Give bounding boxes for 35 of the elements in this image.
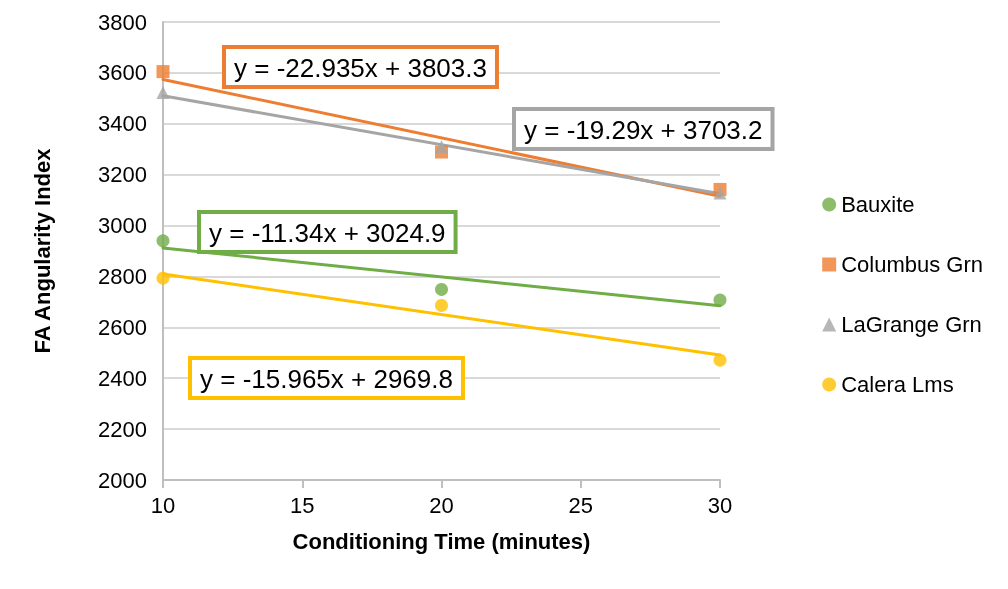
y-tick-label: 3000 [98,213,147,239]
x-tick-label: 10 [150,492,176,518]
legend-label: Calera Lms [841,372,954,397]
legend-label: LaGrange Grn [841,312,982,337]
y-tick-label: 3600 [98,60,147,86]
x-tick-label: 15 [290,492,315,518]
point [156,85,170,99]
y-tick-label: 2200 [98,416,147,442]
y-tick-label: 3400 [98,111,147,137]
legend-label: Columbus Grn [841,252,984,277]
y-tick-label: 2000 [98,467,147,493]
point [156,234,170,248]
point [435,298,448,312]
y-tick-label: 3800 [98,9,147,35]
y-tick-label: 3200 [98,162,147,188]
y-axis-title: FA Angularity Index [29,147,55,354]
annotation: y = -11.34x + 3024.9 [209,218,446,248]
x-axis-title: Conditioning Time (minutes) [292,528,591,554]
x-tick-label: 20 [429,492,454,518]
y-tick-label: 2400 [98,365,147,391]
legend-label: Bauxite [841,192,915,217]
point [713,186,727,200]
annotation: y = -19.29x + 3703.2 [524,115,763,145]
point [713,353,727,367]
point [713,293,727,307]
annotation: y = -22.935x + 3803.3 [234,53,487,83]
point [435,282,448,296]
point [156,65,170,79]
x-tick-label: 30 [707,492,733,518]
x-tick-label: 25 [568,492,593,518]
point [156,271,170,285]
annotation: y = -15.965x + 2969.8 [200,364,453,394]
point [435,140,448,154]
y-tick-label: 2800 [98,263,147,289]
y-tick-label: 2600 [98,314,147,340]
